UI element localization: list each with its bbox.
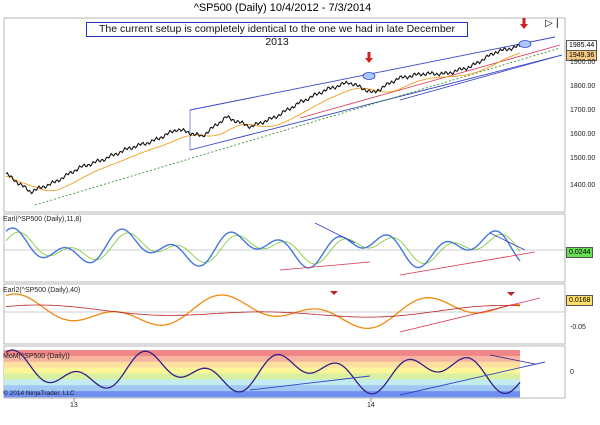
ma-value-tag: 1949.36 [566,50,598,61]
copyright-text: © 2014 NinjaTrader, LLC [3,390,75,397]
y-tick-label: 1500.00 [570,155,596,162]
y-tick-label: 1800.00 [570,83,596,90]
trend-line-green [34,47,561,206]
mom-band [4,373,520,380]
y-tick-label: 1900.00 [570,59,596,66]
mom-band [4,379,520,386]
mom-band [4,355,520,363]
down-arrow-icon [522,18,526,24]
marker-triangle-icon [507,292,515,296]
earl-trend-line [314,222,356,244]
down-arrow-icon [365,58,373,63]
y-tick-label: 1400.00 [570,182,596,189]
marker-triangle-icon [330,291,338,295]
play-icon[interactable]: ▷ [545,18,553,29]
chart-title: ^SP500 (Daily) 10/4/2012 - 7/3/2014 [193,2,372,14]
panel-frame [3,213,566,283]
trend-line-red [299,44,561,119]
momentum-trend-line [489,354,536,365]
panel2-label: Earl(^SP500 (Daily),11,8) [3,216,82,223]
earl2-support-line [399,297,541,333]
earl-line [5,227,521,269]
panel-frame [3,17,566,213]
mom-band [4,391,520,398]
panel4-label: MoM(^SP500 (Daily)) [3,353,70,360]
y-tick-label: 1600.00 [570,131,596,138]
y-tick-label: 1700.00 [570,107,596,114]
price-line [5,43,521,195]
down-arrow-icon [367,52,371,58]
earl-support-line [279,261,371,271]
end-marker-icon[interactable]: | [556,18,559,29]
earl2-line [5,293,521,330]
mom-band [4,350,520,357]
annotation-box: The current setup is completely identica… [86,22,468,48]
mom-band [4,367,520,374]
x-tick-label: 13 [70,402,78,409]
momentum-line [5,349,521,395]
mom-band [4,361,520,368]
x-tick-label: 14 [367,402,375,409]
channel-lower [189,54,563,151]
highlight-oval [518,40,532,48]
earl-trend-line [489,232,526,251]
highlight-oval [362,72,376,80]
earl2-value-tag: 0.0168 [566,295,594,306]
momentum-trend-line [399,361,546,396]
panel3-label: Earl2(^SP500 (Daily),40) [3,287,81,294]
earl-signal-line [5,231,521,265]
down-arrow-icon [520,24,528,29]
panel-frame [3,283,566,345]
earl-value-tag: 0.0244 [566,247,594,258]
y-tick-label: -0.05 [570,324,586,331]
trend-line-blue [399,54,563,101]
y-tick-label: 0 [570,369,574,376]
momentum-trend-line [249,375,371,391]
moving-average-line [5,52,521,192]
earl-support-line [399,251,536,276]
earl2-signal-line [5,304,521,318]
